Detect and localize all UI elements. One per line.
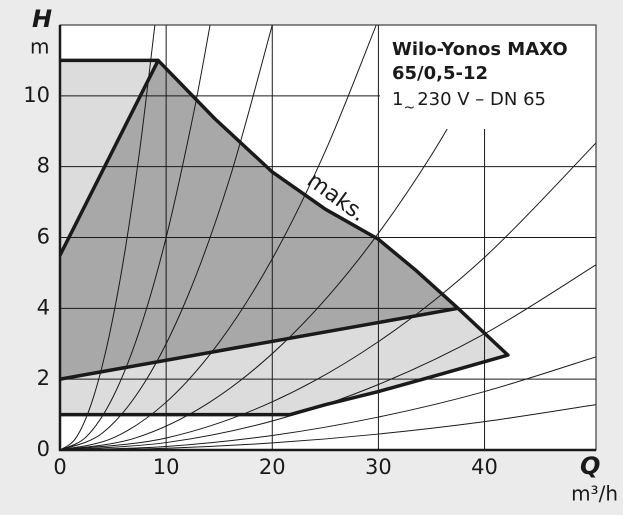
x-axis-unit: m³/h [571, 482, 618, 506]
subtitle-part: ~ [403, 100, 415, 116]
subtitle-part: 1 [392, 89, 403, 110]
y-tick-label: 6 [37, 225, 50, 249]
operating-region [60, 60, 459, 380]
pump-curve-line [60, 58, 160, 257]
x-tick-label: 0 [53, 455, 66, 479]
pump-curve-line [60, 306, 460, 381]
system-curve [60, 404, 596, 450]
system-curve [60, 25, 211, 450]
system-curve [60, 25, 507, 450]
y-axis-unit: m [30, 35, 49, 59]
y-axis-symbol: H [32, 5, 52, 33]
x-tick-label: 20 [259, 455, 286, 479]
subtitle-part: 230 V – DN 65 [417, 89, 546, 110]
system-curve [60, 25, 377, 450]
title-box [380, 25, 596, 129]
system-curve [60, 356, 596, 450]
x-tick-label: 10 [153, 455, 180, 479]
system-curve [60, 25, 156, 450]
y-tick-label: 2 [37, 366, 50, 390]
x-axis-symbol: Q [580, 452, 600, 480]
subtitle: 1~ 230 V – DN 65 [392, 89, 546, 116]
title-line: 65/0,5-12 [392, 63, 488, 84]
system-curve [60, 25, 273, 450]
y-tick-label: 10 [23, 83, 50, 107]
y-tick-label: 0 [37, 437, 50, 461]
pump-curves [60, 58, 510, 417]
system-curve [60, 142, 596, 450]
title-line: Wilo-Yonos MAXO [392, 39, 568, 60]
x-tick-label: 40 [471, 455, 498, 479]
x-tick-label: 30 [365, 455, 392, 479]
pump-curve-line [60, 58, 510, 417]
y-tick-label: 8 [37, 154, 50, 178]
y-tick-label: 4 [37, 295, 50, 319]
